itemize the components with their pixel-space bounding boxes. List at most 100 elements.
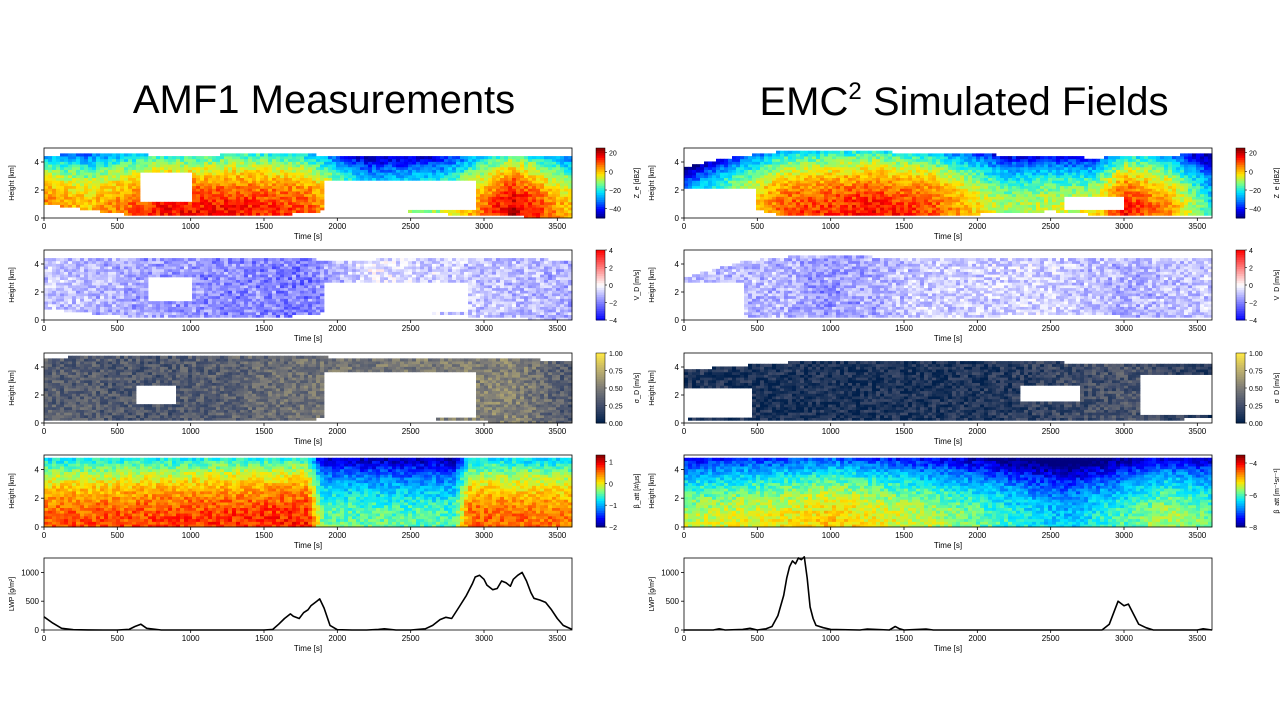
amf-vd-cell xyxy=(224,277,228,280)
amf-vd-cell xyxy=(136,282,140,285)
amf-vd-cell xyxy=(556,307,560,310)
amf-vd-cell xyxy=(476,263,480,266)
amf-vd-cell xyxy=(420,272,424,275)
amf-sw-cell xyxy=(56,375,60,378)
amf-ze-cell xyxy=(344,159,348,162)
amf-vd-cell xyxy=(132,272,136,275)
amf-ze-cell xyxy=(476,202,480,205)
amf-ze-cell xyxy=(324,178,328,181)
amf-ze-cell xyxy=(104,199,108,202)
amf-vd-cell xyxy=(268,315,272,318)
amf-vd-cell xyxy=(548,307,552,310)
amf-vd-colorbar-tick-label: 2 xyxy=(609,266,613,273)
amf-sw-cell xyxy=(72,385,76,388)
amf-ze-cell xyxy=(352,175,356,178)
amf-vd-cell xyxy=(84,290,88,293)
amf-vd-cell xyxy=(116,266,120,269)
amf-ze-cell xyxy=(132,210,136,213)
amf-vd-cell xyxy=(460,263,464,266)
amf-ze-cell xyxy=(92,172,96,175)
amf-ze-cell xyxy=(324,175,328,178)
amf-sw-cell xyxy=(52,383,56,386)
amf-ze-cell xyxy=(296,188,300,191)
amf-vd-cell xyxy=(112,277,116,280)
amf-vd-cell xyxy=(444,266,448,269)
amf-vd-cell xyxy=(516,296,520,299)
amf-ze-cell xyxy=(384,161,388,164)
amf-vd-cell xyxy=(140,288,144,291)
amf-vd-cell xyxy=(76,274,80,277)
amf-vd-cell xyxy=(228,258,232,261)
amf-ze-cell xyxy=(488,205,492,208)
amf-vd-cell xyxy=(80,296,84,299)
amf-ze-cell xyxy=(252,175,256,178)
amf-ze-cell xyxy=(196,210,200,213)
amf-vd-cell xyxy=(64,296,68,299)
amf-ze-cell xyxy=(424,175,428,178)
amf-ze-cell xyxy=(284,199,288,202)
amf-vd-cell xyxy=(472,274,476,277)
amf-sw-cell xyxy=(76,393,80,396)
amf-ze-cell xyxy=(160,202,164,205)
amf-ze-cell xyxy=(308,170,312,173)
amf-ze-cell xyxy=(552,186,556,189)
amf-vd-cell xyxy=(340,263,344,266)
amf-ze-cell xyxy=(284,210,288,213)
amf-ze-cell xyxy=(132,164,136,167)
amf-vd-cell xyxy=(484,272,488,275)
amf-vd-cell xyxy=(224,312,228,315)
amf-ze-cell xyxy=(152,170,156,173)
amf-ze-cell xyxy=(488,199,492,202)
amf-ze-cell xyxy=(192,213,196,216)
amf-ze-cell xyxy=(520,178,524,181)
amf-ze-cell xyxy=(540,202,544,205)
amf-vd-cell xyxy=(540,296,544,299)
amf-ze-cell xyxy=(176,159,180,162)
amf-sw-cell xyxy=(52,407,56,410)
amf-ze-cell xyxy=(316,175,320,178)
amf-vd-cell xyxy=(296,280,300,283)
amf-ze-cell xyxy=(228,159,232,162)
amf-vd-cell xyxy=(124,258,128,261)
amf-vd-cell xyxy=(544,272,548,275)
amf-sw-cell xyxy=(44,410,48,413)
amf-ze-cell xyxy=(540,191,544,194)
amf-ze-cell xyxy=(448,167,452,170)
amf-ze-cell xyxy=(552,191,556,194)
amf-vd-cell xyxy=(192,261,196,264)
amf-ze-cell xyxy=(544,186,548,189)
amf-ze-cell xyxy=(104,196,108,199)
amf-ze-cell xyxy=(380,178,384,181)
amf-ze-cell xyxy=(236,153,240,156)
amf-ze-cell xyxy=(272,196,276,199)
amf-vd-cell xyxy=(256,296,260,299)
amf-vd-cell xyxy=(384,258,388,261)
amf-vd-cell xyxy=(552,277,556,280)
amf-ze-cell xyxy=(300,199,304,202)
amf-sw-cell xyxy=(56,377,60,380)
amf-ze-cell xyxy=(480,161,484,164)
amf-vd-cell xyxy=(116,261,120,264)
amf-ze-cell xyxy=(340,159,344,162)
amf-vd-cell xyxy=(500,307,504,310)
amf-vd-cell xyxy=(500,293,504,296)
amf-vd-cell xyxy=(428,274,432,277)
amf-vd-cell xyxy=(288,288,292,291)
amf-ze-cell xyxy=(80,188,84,191)
amf-ze-cell xyxy=(540,183,544,186)
amf-ze-cell xyxy=(92,156,96,159)
amf-ze-cell xyxy=(492,167,496,170)
amf-ze-cell xyxy=(176,202,180,205)
amf-vd-cell xyxy=(232,282,236,285)
amf-ze-cell xyxy=(280,178,284,181)
amf-ze-ylabel: Height [km] xyxy=(9,165,16,200)
amf-vd-cell xyxy=(464,280,468,283)
amf-ze-cell xyxy=(564,186,568,189)
amf-vd-cell xyxy=(260,296,264,299)
amf-vd-cell xyxy=(188,307,192,310)
amf-ze-cell xyxy=(360,161,364,164)
amf-ze-cell xyxy=(212,191,216,194)
amf-vd-cell xyxy=(72,258,76,261)
amf-vd-cell xyxy=(212,304,216,307)
amf-ze-cell xyxy=(540,167,544,170)
